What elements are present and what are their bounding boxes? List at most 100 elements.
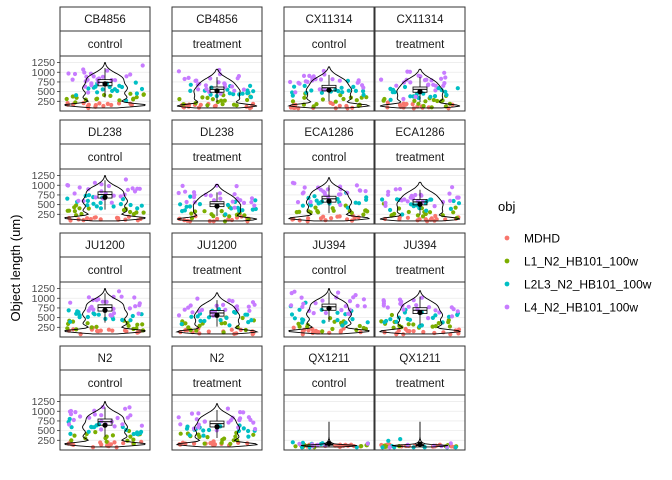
mean-marker xyxy=(214,424,220,430)
violin-outline xyxy=(300,421,358,448)
data-point xyxy=(111,294,116,299)
data-point xyxy=(221,302,226,307)
panel-border xyxy=(171,168,263,225)
data-point xyxy=(241,410,246,415)
facet-panel: JU394 treatment xyxy=(374,232,466,338)
data-point xyxy=(194,417,199,422)
y-tick-label: 250 xyxy=(37,435,55,447)
data-point xyxy=(292,84,297,89)
data-point xyxy=(249,196,255,201)
facet-panels: CB4856control25050075010001250CB4856trea… xyxy=(32,6,466,451)
strip-condition xyxy=(374,256,466,283)
data-point xyxy=(314,198,319,203)
data-point xyxy=(201,428,206,433)
mean-marker xyxy=(326,198,332,204)
data-point xyxy=(100,74,105,79)
data-point xyxy=(100,299,105,304)
data-point xyxy=(215,216,220,221)
strip-condition-label: control xyxy=(88,265,123,277)
violin-outline xyxy=(64,62,146,109)
data-point xyxy=(186,75,191,80)
data-point xyxy=(119,84,125,90)
data-point xyxy=(231,438,236,443)
data-point xyxy=(433,213,438,219)
data-point xyxy=(354,183,359,188)
data-point xyxy=(128,413,133,418)
strip-condition xyxy=(59,369,151,396)
data-point xyxy=(387,445,392,450)
data-point xyxy=(433,308,438,313)
data-point xyxy=(128,91,133,96)
data-point xyxy=(442,81,447,86)
data-point xyxy=(192,441,197,446)
data-point xyxy=(211,313,216,318)
data-point xyxy=(109,313,115,318)
data-point xyxy=(249,318,254,323)
data-point xyxy=(176,415,181,420)
data-point xyxy=(246,304,251,309)
mean-marker xyxy=(326,305,332,311)
data-point xyxy=(383,200,388,205)
data-point xyxy=(456,201,462,206)
data-point xyxy=(208,76,213,81)
y-tick-label: 1000 xyxy=(32,67,56,79)
data-point xyxy=(386,438,391,443)
data-point xyxy=(316,330,321,335)
data-point xyxy=(389,312,394,318)
data-point xyxy=(229,217,234,223)
data-point xyxy=(456,195,461,200)
legend-label: L1_N2_HB101_100w xyxy=(524,255,638,269)
data-point xyxy=(69,438,74,443)
data-point xyxy=(112,440,117,445)
strip-strain xyxy=(59,345,151,371)
data-point xyxy=(385,192,391,197)
data-point xyxy=(417,217,422,222)
data-point xyxy=(339,308,344,313)
data-point xyxy=(65,196,70,201)
facet-panel: JU394 control xyxy=(283,232,375,338)
data-point xyxy=(187,204,193,209)
strip-condition-label: control xyxy=(88,39,123,51)
data-point xyxy=(66,308,71,313)
strip-strain-label: ECA1286 xyxy=(304,127,353,139)
strip-condition xyxy=(374,143,466,170)
mean-marker xyxy=(102,422,108,428)
data-point xyxy=(202,419,207,424)
data-point xyxy=(311,311,316,316)
strip-condition-label: treatment xyxy=(396,39,445,51)
data-point xyxy=(433,313,438,318)
data-point xyxy=(413,192,418,198)
mean-marker xyxy=(214,312,220,318)
data-point xyxy=(294,210,299,215)
data-point xyxy=(308,199,313,204)
data-point xyxy=(72,71,78,77)
data-point xyxy=(358,188,363,193)
y-tick-label: 750 xyxy=(37,189,55,201)
data-point xyxy=(188,194,193,199)
mean-marker xyxy=(417,89,423,95)
data-point xyxy=(222,82,227,87)
data-point xyxy=(128,202,133,208)
data-point xyxy=(453,205,458,210)
data-point xyxy=(72,191,77,196)
data-point xyxy=(222,321,228,326)
data-point xyxy=(408,94,413,99)
data-point xyxy=(219,209,224,214)
violin-outline xyxy=(64,288,146,335)
data-point xyxy=(121,208,127,213)
data-point xyxy=(225,406,230,411)
y-tick-label: 750 xyxy=(37,76,55,88)
data-point xyxy=(131,97,136,102)
data-point xyxy=(340,90,345,95)
panel-border xyxy=(59,281,151,338)
data-point xyxy=(86,193,92,198)
violin-outline xyxy=(176,68,258,109)
strip-condition xyxy=(59,30,151,57)
data-point xyxy=(64,96,69,102)
facet-panel: QX1211 control xyxy=(283,345,375,451)
data-point xyxy=(231,102,237,107)
data-points xyxy=(379,69,460,111)
data-point xyxy=(96,312,101,317)
data-point xyxy=(203,83,208,88)
